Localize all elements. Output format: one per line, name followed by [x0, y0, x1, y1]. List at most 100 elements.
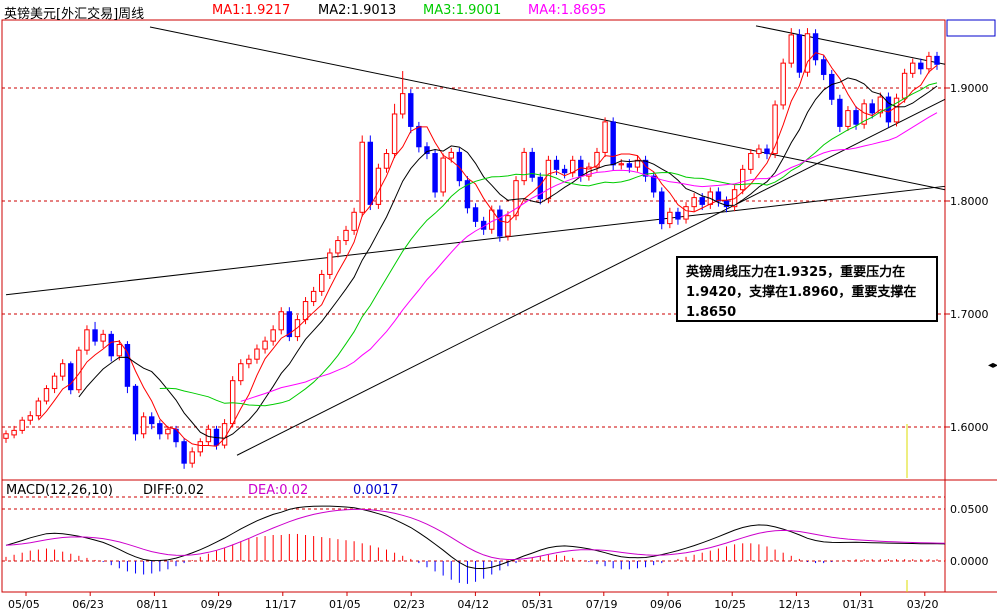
candle-body [845, 110, 851, 127]
candle-body [650, 175, 657, 193]
axis-labels: 1.9000 1.8000 1.7000 1.6000 0.0500 0.0000 05/0… [8, 82, 989, 611]
candle-body [829, 73, 835, 100]
ma2-label: MA2:1.9013 [318, 3, 397, 18]
candle-body [837, 98, 843, 127]
candle-body [286, 311, 293, 338]
candle-body [327, 252, 333, 275]
candle-body [537, 176, 544, 200]
macd-panel [5, 505, 946, 584]
macd-value-label: 0.0017 [353, 483, 399, 498]
candle-body [683, 206, 689, 220]
macd-tick-label: 0.0500 [950, 503, 989, 516]
time-tick-label: 04/12 [457, 598, 489, 611]
candle-body [505, 215, 511, 237]
time-tick-label: 09/06 [650, 598, 682, 611]
candle-body [820, 59, 827, 75]
candle-body [926, 55, 932, 70]
moving-averages [38, 52, 938, 447]
candle-body [594, 151, 600, 168]
candle-body [351, 211, 357, 231]
candle-body [869, 103, 875, 114]
time-tick-label: 02/23 [393, 598, 425, 611]
candle-body [432, 153, 438, 193]
candle-body [602, 121, 608, 153]
candle-body [100, 333, 106, 342]
candle-body [497, 209, 503, 237]
ma3-line [159, 82, 938, 407]
time-tick-label: 05/31 [522, 598, 554, 611]
time-tick-label: 03/20 [907, 598, 939, 611]
trend-line [236, 98, 946, 456]
time-tick-label: 09/29 [201, 598, 233, 611]
candle-body [561, 168, 568, 174]
candle-body [92, 329, 98, 342]
candle-body [416, 125, 422, 148]
candle-body [238, 363, 244, 382]
trend-line [149, 26, 946, 191]
candle-body [667, 211, 673, 225]
candle-body [319, 273, 325, 292]
candlesticks [3, 28, 940, 469]
candle-body [108, 333, 114, 357]
candle-body [375, 167, 382, 205]
candle-body [262, 340, 268, 350]
candle-body [68, 363, 74, 391]
candle-body [383, 153, 390, 169]
candle-body [116, 344, 123, 357]
time-tick-label: 07/19 [586, 598, 618, 611]
time-tick-label: 01/31 [843, 598, 875, 611]
candle-body [910, 62, 916, 74]
candle-body [43, 388, 50, 402]
candle-body [140, 416, 147, 435]
time-tick-label: 08/11 [136, 598, 168, 611]
candle-body [367, 141, 374, 205]
candle-body [545, 159, 552, 200]
candle-body [221, 423, 228, 446]
candle-body [359, 141, 365, 213]
candle-body [464, 180, 471, 209]
candle-body [132, 385, 139, 435]
ma1-line [38, 52, 938, 447]
candle-body [270, 329, 276, 342]
candle-body [610, 121, 616, 166]
ma3-label: MA3:1.9001 [423, 3, 502, 18]
price-tick-label: 1.7000 [950, 308, 989, 321]
price-tick-label: 1.8000 [950, 195, 989, 208]
trend-line [755, 25, 946, 65]
candle-body [278, 311, 284, 331]
candle-body [699, 197, 705, 205]
candle-body [804, 33, 811, 73]
candle-body [165, 428, 171, 435]
axis-box [946, 19, 996, 37]
scroll-arrow-icon[interactable]: ◂▸ [988, 360, 997, 371]
candle-body [189, 451, 195, 464]
candle-body [197, 441, 204, 453]
time-tick-label: 06/23 [72, 598, 104, 611]
candle-body [335, 240, 341, 254]
time-tick-label: 12/13 [778, 598, 810, 611]
candle-body [853, 110, 859, 125]
candle-body [796, 34, 803, 73]
candle-body [310, 290, 317, 303]
time-tick-label: 11/17 [265, 598, 297, 611]
ma2-line [78, 77, 938, 439]
candle-body [27, 415, 33, 421]
trend-lines [5, 25, 946, 456]
candle-body [659, 191, 665, 225]
candle-body [149, 416, 155, 425]
candle-body [472, 207, 479, 222]
candle-body [675, 211, 681, 220]
candle-body [391, 113, 398, 155]
candle-body [877, 96, 884, 114]
price-tick-label: 1.6000 [950, 421, 989, 434]
candle-body [626, 163, 633, 168]
candle-body [246, 358, 252, 365]
candle-body [780, 62, 786, 106]
annotation-box: 英镑周线压力在1.9325，重要压力在1.9420，支撑在1.8960，重要支撑… [676, 256, 938, 322]
candle-body [424, 146, 430, 155]
candle-body [529, 151, 535, 178]
time-tick-label: 10/25 [714, 598, 746, 611]
macd-dea-line [5, 508, 946, 561]
candle-body [35, 400, 42, 417]
macd-dea-label: DEA:0.02 [248, 483, 309, 498]
